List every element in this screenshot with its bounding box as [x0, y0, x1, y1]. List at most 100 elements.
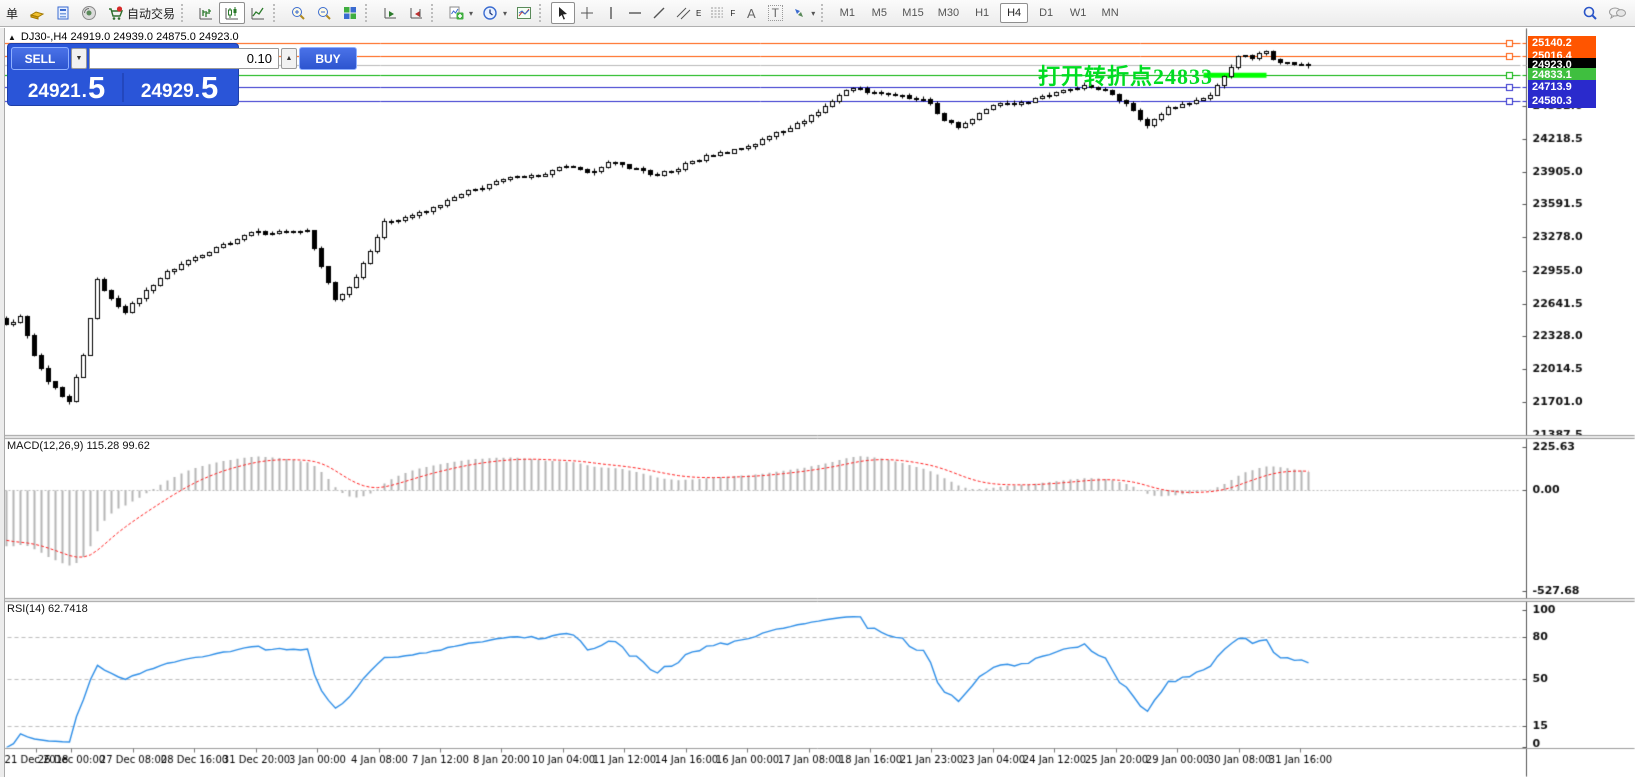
blue-report-icon — [57, 6, 69, 20]
buy-price-main: 24929 — [140, 81, 194, 103]
fibonacci-icon — [711, 7, 724, 18]
sell-price-main: 24921 — [27, 81, 81, 103]
collapse-panel-icon[interactable]: ▲ — [8, 32, 16, 42]
tile-windows-button[interactable] — [337, 2, 363, 24]
chat-button[interactable] — [1603, 2, 1631, 24]
auto-trading-icon — [109, 6, 124, 20]
gold-bar-icon — [29, 11, 45, 20]
price-tag-24833.1[interactable]: 24833.1 — [1528, 68, 1596, 82]
vertical-line-icon — [610, 7, 612, 19]
timeframe-button-w1[interactable]: W1 — [1069, 7, 1087, 19]
chart-title-text: DJ30-,H4 24919.0 24939.0 24875.0 24923.0 — [20, 31, 239, 43]
timeframe-button-h1[interactable]: H1 — [975, 7, 990, 19]
timeframe-button-mn[interactable]: MN — [1101, 7, 1119, 19]
volume-input[interactable] — [89, 48, 279, 69]
new-order-label: 单 — [5, 6, 18, 21]
timeframe-button-d1[interactable]: D1 — [1039, 7, 1054, 19]
bar-chart-icon — [199, 8, 213, 20]
search-button[interactable] — [1577, 2, 1603, 24]
sell-price[interactable]: 24921 . 5 — [11, 72, 122, 103]
buy-price[interactable]: 24929 . 5 — [124, 72, 235, 103]
add-indicator-icon — [449, 6, 464, 20]
broadcast-icon — [82, 6, 96, 20]
chart-shift-button[interactable] — [403, 2, 429, 24]
toolbar-grip — [181, 4, 189, 22]
arrows-button[interactable]: ▾ — [787, 2, 819, 24]
sell-price-dot: . — [81, 81, 87, 103]
auto-trading-label: 自动交易 — [127, 6, 176, 21]
fibo-suffix-label: F — [730, 8, 736, 18]
chevron-down-icon: ▾ — [811, 8, 816, 18]
spin-down-icon: ▼ — [75, 55, 83, 62]
bar-chart-button[interactable] — [193, 2, 219, 24]
one-click-trading-panel: SELL ▼ ▲ BUY 24921 . 5 24929 . 5 — [8, 44, 357, 106]
text-label-button[interactable]: T — [763, 2, 787, 24]
chart-title: ▲ DJ30-,H4 24919.0 24939.0 24875.0 24923… — [8, 31, 239, 43]
candlestick-button[interactable] — [219, 2, 246, 24]
horizontal-line-icon — [629, 12, 642, 14]
zoom-in-button[interactable] — [285, 2, 311, 24]
tile-windows-icon — [344, 7, 357, 19]
toolbar: 单 自动交易 — [0, 0, 1635, 27]
zoom-out-icon — [318, 7, 331, 20]
timeframe-button-h4[interactable]: H4 — [1000, 3, 1029, 23]
template-chart-icon — [517, 7, 532, 19]
data-window-icon[interactable] — [50, 2, 76, 24]
timeframe-button-m1[interactable]: M1 — [839, 7, 855, 19]
sell-button[interactable]: SELL — [11, 47, 69, 70]
text-tool-label: A — [746, 5, 756, 21]
volume-increase-button[interactable]: ▲ — [281, 48, 297, 69]
price-tag-24713.9[interactable]: 24713.9 — [1528, 80, 1596, 94]
toolbar-grip — [365, 4, 373, 22]
timeframe-group: M1 M5 M15 M30 H1 H4 D1 W1 MN — [833, 3, 1124, 23]
templates-button[interactable] — [511, 2, 537, 24]
periods-button[interactable]: ▾ — [477, 2, 511, 24]
text-button[interactable]: A — [739, 2, 763, 24]
rsi-label: RSI(14) 62.7418 — [7, 603, 88, 615]
volume-decrease-button[interactable]: ▼ — [71, 48, 87, 69]
buy-price-dot: . — [194, 81, 200, 103]
zoom-out-button[interactable] — [311, 2, 337, 24]
webinar-icon[interactable] — [76, 2, 102, 24]
price-tag-24580.3[interactable]: 24580.3 — [1528, 94, 1596, 108]
auto-scroll-button[interactable] — [377, 2, 403, 24]
horizontal-line-button[interactable] — [623, 2, 647, 24]
price-divider — [122, 73, 124, 103]
chevron-down-icon: ▾ — [469, 8, 474, 18]
chart-shift-icon — [410, 8, 423, 19]
crosshair-icon — [581, 7, 594, 19]
chart-annotation-text[interactable]: 打开转折点24833 — [1038, 64, 1214, 89]
chart-canvas[interactable] — [0, 28, 1635, 777]
channel-button[interactable]: E — [671, 2, 705, 24]
chat-icon — [1609, 7, 1626, 20]
buy-button-label: BUY — [315, 51, 341, 66]
macd-label: MACD(12,26,9) 115.28 99.62 — [7, 440, 150, 452]
trendline-icon — [653, 7, 665, 19]
window-edge — [0, 28, 5, 777]
timeframe-button-m30[interactable]: M30 — [937, 7, 960, 19]
line-chart-icon — [251, 7, 265, 20]
indicators-button[interactable]: ▾ — [443, 2, 477, 24]
toolbar-grip — [273, 4, 281, 22]
auto-trading-button[interactable]: 自动交易 — [102, 2, 179, 24]
toolbar-grip — [431, 4, 439, 22]
new-order-button[interactable]: 单 — [0, 2, 24, 24]
timeframe-button-m15[interactable]: M15 — [902, 7, 924, 19]
timeframe-button-m5[interactable]: M5 — [871, 7, 887, 19]
cursor-button[interactable] — [551, 2, 576, 24]
line-chart-button[interactable] — [245, 2, 271, 24]
buy-button[interactable]: BUY — [299, 47, 357, 70]
market-watch-icon[interactable] — [24, 2, 50, 24]
trendline-button[interactable] — [647, 2, 671, 24]
vertical-line-button[interactable] — [599, 2, 623, 24]
fibonacci-button[interactable]: F — [705, 2, 739, 24]
auto-scroll-icon — [384, 8, 397, 19]
price-tag-25140.2[interactable]: 25140.2 — [1528, 36, 1596, 50]
cursor-icon — [559, 7, 568, 20]
toolbar-grip — [821, 4, 829, 22]
crosshair-button[interactable] — [575, 2, 599, 24]
channel-suffix-label: E — [696, 8, 702, 18]
spin-up-icon: ▲ — [285, 55, 293, 62]
sell-button-label: SELL — [24, 51, 56, 66]
